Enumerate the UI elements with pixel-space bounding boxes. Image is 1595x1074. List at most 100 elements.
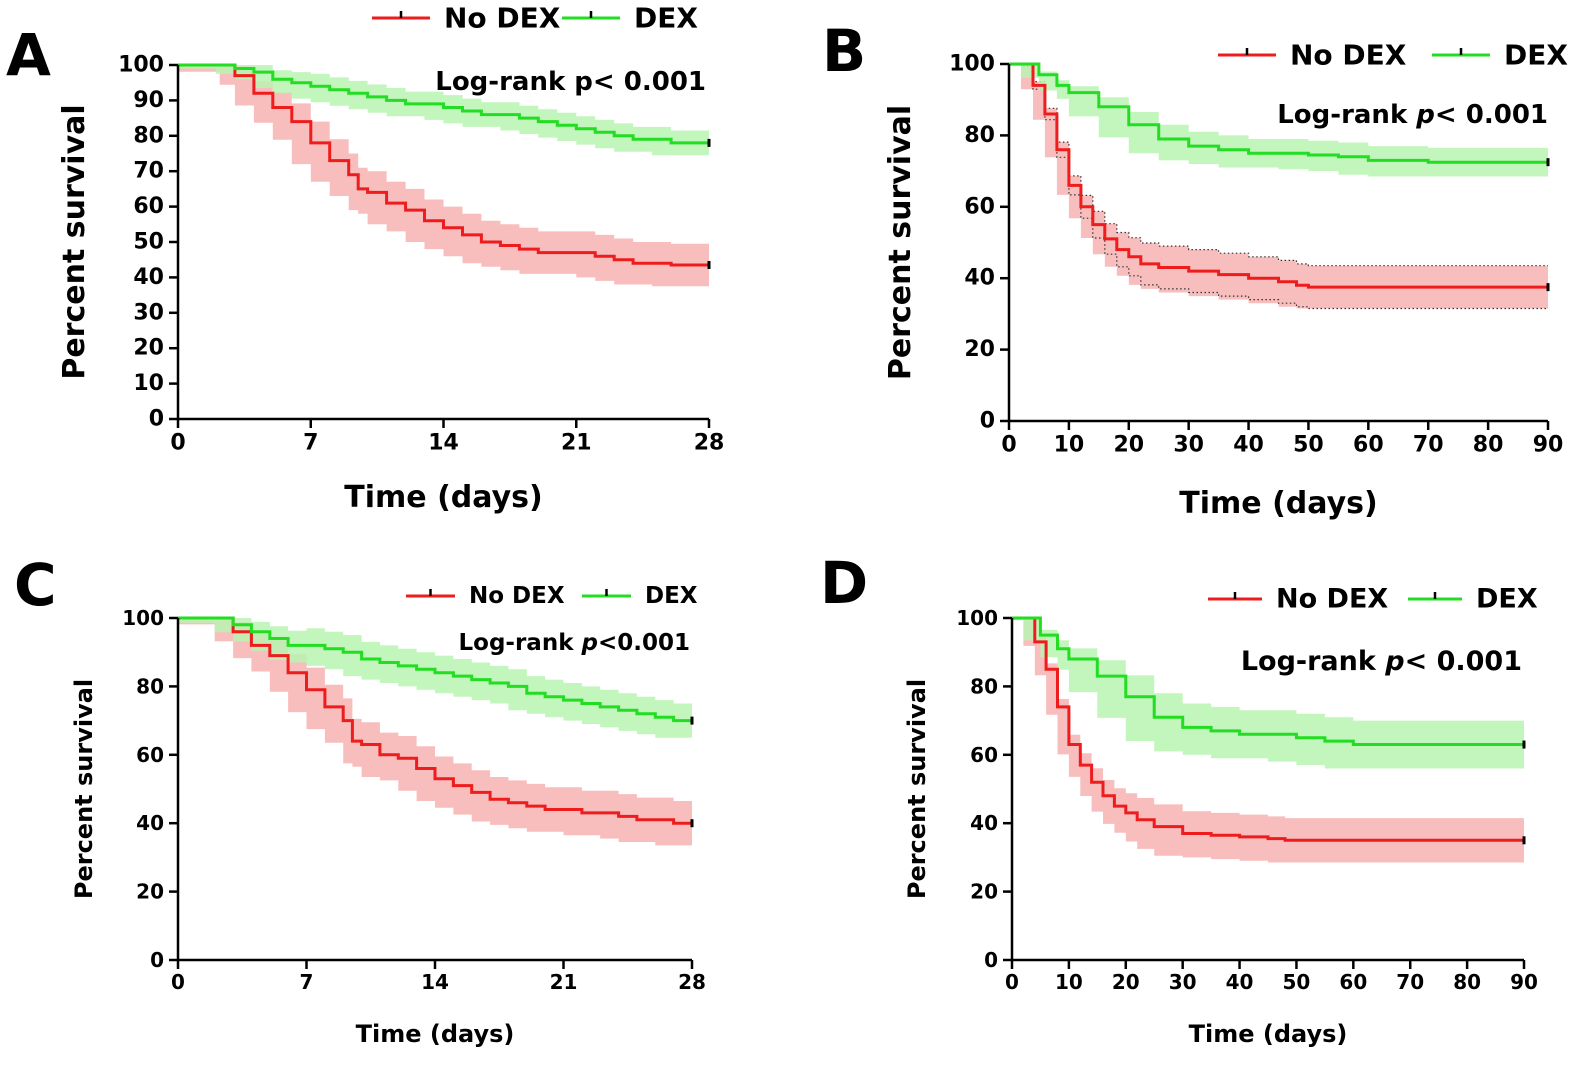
ci-band-no-dex — [1009, 64, 1548, 309]
x-tick-label: 30 — [1169, 970, 1197, 994]
panel-d: 0 20 40 60 80 100 0 10 20 30 40 50 60 70 80 90 Time (day… — [800, 540, 1595, 1074]
panel-c: 0 20 40 60 80 100 0 7 14 21 28 Time (days) Percent s… — [0, 540, 790, 1074]
y-tick-label: 100 — [118, 53, 164, 78]
legend-label-no-dex: No DEX — [444, 2, 561, 35]
chart-d: 0 20 40 60 80 100 0 10 20 30 40 50 60 70 80 90 Time (day… — [903, 584, 1538, 1049]
legend-label-dex: DEX — [1476, 584, 1538, 615]
x-tick-label: 0 — [171, 970, 185, 994]
x-tick-label: 21 — [550, 970, 578, 994]
chart-c: 0 20 40 60 80 100 0 7 14 21 28 Time (days) Percent s… — [70, 583, 706, 1048]
x-tick-label: 10 — [1055, 970, 1083, 994]
logrank-annotation: Log-rank p< 0.001 — [435, 67, 706, 97]
y-tick-label: 60 — [133, 194, 164, 219]
y-tick-label: 20 — [136, 880, 164, 904]
y-tick-label: 100 — [956, 606, 998, 630]
series-line-dex — [1009, 62, 1548, 164]
chart-b: 0 20 40 60 80 100 0 10 20 30 40 50 60 70 80 90 Time (day… — [883, 39, 1568, 522]
panel-letter-d: D — [820, 549, 869, 617]
x-axis-title: Time (days) — [356, 1020, 515, 1048]
x-tick-label: 80 — [1473, 433, 1504, 458]
x-tick-label: 40 — [1233, 433, 1264, 458]
chart-a: 0 10 20 30 40 50 60 70 80 90 100 0 7 14 21 28 Time (days… — [57, 2, 725, 516]
y-axis-title: Percent survival — [883, 105, 918, 380]
x-axis-title: Time (days) — [1179, 486, 1377, 521]
legend-label-dex: DEX — [645, 583, 698, 609]
x-tick-label: 30 — [1173, 433, 1204, 458]
x-tick-label: 14 — [428, 431, 459, 456]
legend-label-no-dex: No DEX — [1276, 584, 1388, 615]
series-line-dex — [178, 63, 709, 145]
x-tick-label: 60 — [1353, 433, 1384, 458]
y-tick-label: 0 — [150, 948, 164, 972]
legend-label-dex: DEX — [634, 2, 698, 35]
y-tick-label: 40 — [964, 266, 995, 291]
x-tick-label: 28 — [678, 970, 706, 994]
x-tick-label: 28 — [694, 431, 725, 456]
ci-band-no-dex — [1012, 618, 1524, 863]
panel-letter-a: A — [6, 21, 51, 89]
y-tick-label: 80 — [964, 123, 995, 148]
y-tick-label: 30 — [133, 300, 164, 325]
x-tick-label: 70 — [1396, 970, 1424, 994]
y-tick-label: 0 — [984, 948, 998, 972]
y-tick-label: 40 — [136, 811, 164, 835]
x-tick-label: 70 — [1413, 433, 1444, 458]
x-tick-label: 0 — [1005, 970, 1019, 994]
series-line-no-dex — [178, 616, 692, 825]
x-tick-label: 50 — [1293, 433, 1324, 458]
y-tick-label: 100 — [122, 606, 164, 630]
y-tick-label: 60 — [970, 743, 998, 767]
x-tick-label: 14 — [421, 970, 449, 994]
y-axis-title: Percent survival — [57, 104, 92, 379]
x-tick-label: 0 — [1001, 433, 1016, 458]
x-tick-label: 7 — [303, 431, 318, 456]
y-tick-label: 80 — [133, 123, 164, 148]
y-tick-label: 0 — [980, 409, 995, 434]
ci-band-dex — [1012, 618, 1524, 769]
panel-letter-b: B — [822, 17, 867, 85]
x-tick-label: 60 — [1339, 970, 1367, 994]
series-line-no-dex — [1009, 62, 1548, 289]
x-axis-title: Time (days) — [344, 480, 542, 515]
logrank-annotation: Log-rank p< 0.001 — [1241, 646, 1522, 677]
series-line-dex — [178, 616, 692, 723]
panel-letter-c: C — [14, 551, 57, 619]
x-tick-label: 90 — [1533, 433, 1564, 458]
y-tick-label: 20 — [964, 337, 995, 362]
logrank-annotation: Log-rank p< 0.001 — [1277, 100, 1548, 130]
y-tick-label: 0 — [149, 407, 164, 432]
logrank-annotation: Log-rank p<0.001 — [458, 630, 690, 656]
series-line-dex — [1012, 616, 1524, 746]
ci-band-dex — [178, 618, 692, 738]
y-tick-label: 50 — [133, 230, 164, 255]
y-tick-label: 80 — [136, 674, 164, 698]
y-tick-label: 10 — [133, 371, 164, 396]
y-tick-label: 60 — [136, 743, 164, 767]
x-tick-label: 80 — [1453, 970, 1481, 994]
y-tick-label: 60 — [964, 194, 995, 219]
y-tick-label: 90 — [133, 88, 164, 113]
y-tick-label: 20 — [970, 880, 998, 904]
series-line-no-dex — [178, 63, 709, 267]
series-line-no-dex — [1012, 616, 1524, 842]
x-axis-title: Time (days) — [1189, 1020, 1348, 1048]
panel-a: 0 10 20 30 40 50 60 70 80 90 100 0 7 14 21 28 Time (days… — [0, 0, 790, 530]
y-axis-title: Percent survival — [903, 679, 931, 899]
y-tick-label: 100 — [949, 52, 995, 77]
x-tick-label: 20 — [1113, 433, 1144, 458]
y-tick-label: 40 — [133, 265, 164, 290]
ci-band-dex — [1009, 64, 1548, 177]
y-tick-label: 40 — [970, 811, 998, 835]
x-tick-label: 20 — [1112, 970, 1140, 994]
legend-label-no-dex: No DEX — [1290, 39, 1407, 72]
y-tick-label: 80 — [970, 674, 998, 698]
y-tick-label: 70 — [133, 159, 164, 184]
x-tick-label: 10 — [1054, 433, 1085, 458]
y-axis-title: Percent survival — [70, 679, 98, 899]
x-tick-label: 21 — [561, 431, 592, 456]
x-tick-label: 50 — [1283, 970, 1311, 994]
x-tick-label: 0 — [170, 431, 185, 456]
y-tick-label: 20 — [133, 336, 164, 361]
x-tick-label: 7 — [300, 970, 314, 994]
panel-b: 0 20 40 60 80 100 0 10 20 30 40 50 60 70 80 90 Time (day… — [800, 0, 1595, 530]
